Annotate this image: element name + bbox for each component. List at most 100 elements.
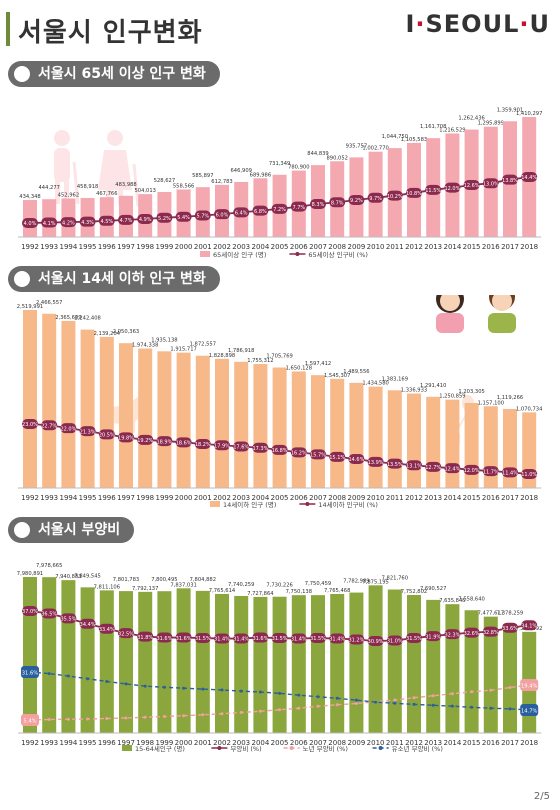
bar-value-label-2005: 1,705,769 [266,354,292,360]
line-value-label-2015: 32.6% [464,631,480,637]
line-value-label-2001: 18.2% [195,442,211,448]
bar-value-label-2016: 1,157,100 [478,400,504,406]
bar-1996 [99,590,114,733]
bar-1992 [23,577,37,733]
bar-2013 [426,396,441,488]
line-label-bg [463,627,480,638]
line-label-bg [252,205,269,216]
line-value-label-1999: 18.9% [156,439,172,445]
x-tick-label-2010: 2010 [367,494,385,502]
bar-value-label-2018: 1,410,297 [516,111,542,117]
line-point-2-2001 [201,713,205,717]
line-point-2-2002 [220,712,224,716]
line-value-label-2006: 7.7% [292,205,305,211]
x-tick-label-2018: 2018 [520,494,538,502]
x-tick-label-1999: 1999 [155,739,173,747]
line-value-label-1992: 37.0% [22,609,38,615]
x-tick-label-1995: 1995 [79,494,97,502]
bar-value-label-2010: 7,875,195 [362,579,388,585]
x-tick-label-2007: 2007 [309,494,327,502]
bar-value-label-2011: 7,821,760 [382,576,408,582]
line-value-label-2007: 8.3% [312,202,325,208]
line-point-2-2017 [508,686,512,689]
bar-value-label-2012: 1,105,583 [401,137,427,143]
line-point-2-1993 [47,718,51,721]
x-tick-label-2017: 2017 [501,494,519,502]
legend-dot-3 [378,746,383,750]
x-tick-label-1996: 1996 [98,494,116,502]
line-point-2-2014 [450,692,454,696]
bar-value-label-2002: 612,783 [211,179,232,185]
x-tick-label-1999: 1999 [155,494,173,502]
bar-value-label-1997: 483,988 [115,182,136,188]
bar-1998 [138,591,153,733]
bar-1998 [138,348,153,488]
x-tick-label-2011: 2011 [386,739,404,747]
line-label-bg [233,633,250,644]
line-point-2-1998 [143,715,147,719]
bar-value-label-1996: 2,139,204 [94,331,121,337]
x-tick-label-2015: 2015 [463,739,481,747]
line-label-bg [502,467,518,478]
line-point-2-2011 [393,698,397,702]
line-label-bg [367,192,384,203]
bar-2015 [464,610,479,733]
x-tick-label-2017: 2017 [501,243,519,251]
line-label-bg [310,449,326,460]
page-header: 서울시 인구변화 I·SEOUL·U [0,6,560,50]
line-value-label-2007: 15.7% [310,453,326,459]
bar-1994 [61,580,76,733]
line-value-label-2014: 12.0% [444,186,460,192]
x-tick-label-1995: 1995 [79,739,97,747]
line-value-label-2002: 17.9% [214,443,230,449]
line-label-bg [271,633,288,644]
x-tick-label-2017: 2017 [501,739,519,747]
bar-2002 [215,593,229,733]
line-label-bg [425,631,442,642]
bar-2008 [330,593,345,733]
line-value-label-2006: 16.2% [291,451,307,457]
boy-girl-icon [436,295,516,333]
line-value-label-2004: 31.6% [252,636,268,642]
bar-value-label-2004: 7,727,864 [247,591,274,597]
legend-label-3: 유소년 부양비 (%) [392,744,443,753]
line-label-bg [425,184,442,195]
bar-2008 [330,378,345,488]
line-value-label-1992: 4.0% [24,221,37,227]
bar-1994 [61,320,76,488]
line-value-label-2008: 8.7% [331,200,344,206]
line-value-label-26: 19.4% [521,684,538,690]
bar-value-label-2000: 1,915,717 [170,347,196,353]
bar-2009 [349,382,364,488]
line-value-label-1997: 4.7% [120,218,133,224]
x-tick-label-1992: 1992 [21,243,39,251]
line-label-bg [233,207,250,218]
x-tick-label-2018: 2018 [520,243,538,251]
line-value-label-1994: 35.5% [60,617,76,623]
bar-value-label-2007: 844,839 [307,151,328,157]
line-value-label-2017: 13.8% [502,178,518,184]
bar-value-label-1994: 7,940,883 [55,574,81,580]
line-value-label-2011: 13.5% [387,462,403,468]
bar-value-label-1995: 458,918 [77,184,98,190]
line-label-bg [310,198,326,209]
bar-value-label-2002: 1,828,898 [209,353,235,359]
line-value-label-2013: 31.9% [425,634,441,640]
legend-dot-1 [217,746,222,750]
x-tick-label-2016: 2016 [482,494,500,502]
bar-value-label-1999: 528,627 [154,178,175,184]
line-point-3-1993 [47,672,51,676]
x-tick-label-2001: 2001 [194,739,212,747]
line-point-2-2000 [182,714,186,718]
bar-2003 [234,361,249,488]
line-value-label-2000: 31.6% [176,636,192,642]
bar-2004 [253,364,268,488]
bar-value-label-1998: 1,974,338 [132,343,158,349]
bar-value-label-2001: 7,804,882 [190,577,216,583]
x-tick-label-2010: 2010 [367,243,385,251]
bar-value-label-2017: 7,378,259 [497,610,523,616]
line-value-label-1993: 4.1% [43,221,56,227]
bar-value-label-2010: 1,434,580 [362,381,388,387]
line-value-label-2000: 18.6% [176,441,192,447]
line-label-bg [329,451,346,462]
